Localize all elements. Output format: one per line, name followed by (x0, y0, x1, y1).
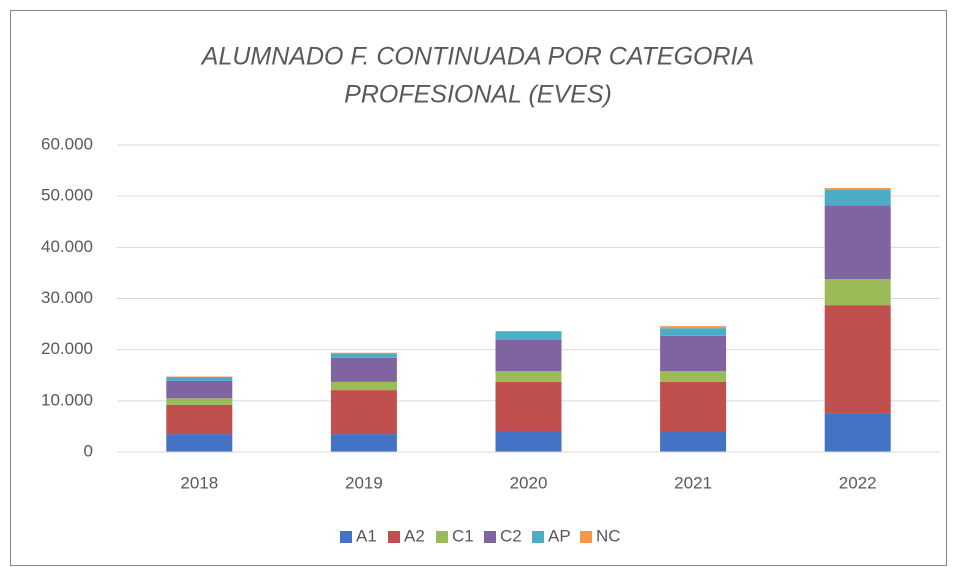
y-tick-label: 10.000 (41, 390, 93, 409)
bar-segment (495, 371, 562, 382)
legend-label: NC (596, 526, 621, 545)
bar-segment (330, 381, 397, 391)
y-tick-label: 40.000 (41, 237, 93, 256)
bar-segment (166, 434, 233, 452)
bar-segment (824, 187, 891, 191)
x-tick-label: 2022 (839, 473, 877, 492)
y-tick-label: 50.000 (41, 186, 93, 205)
legend-label: A2 (404, 526, 425, 545)
legend-label: C2 (500, 526, 522, 545)
y-tick-label: 20.000 (41, 339, 93, 358)
x-tick-label: 2020 (510, 473, 548, 492)
y-tick-label: 30.000 (41, 288, 93, 307)
bar-segment (824, 205, 891, 280)
legend-label: AP (548, 526, 571, 545)
bar-segment (660, 432, 727, 452)
x-tick-label: 2019 (345, 473, 383, 492)
bar-segment (660, 328, 727, 336)
bar-segment (330, 390, 397, 435)
bar-segment (330, 353, 397, 358)
bar-segment (495, 381, 562, 432)
bar-segment (330, 357, 397, 382)
bar-segment (660, 335, 727, 372)
bar-segment (166, 380, 233, 399)
bar-segment (166, 376, 233, 378)
legend-swatch (532, 531, 544, 543)
bar-segment (495, 431, 562, 452)
bar-segment (495, 339, 562, 372)
x-tick-label: 2018 (180, 473, 218, 492)
legend-swatch (436, 531, 448, 543)
bar-segment (330, 352, 397, 354)
bar-segment (660, 326, 727, 329)
bar-segment (824, 190, 891, 206)
x-tick-label: 2021 (674, 473, 712, 492)
y-tick-label: 0 (84, 441, 93, 460)
legend-swatch (484, 531, 496, 543)
bar-segment (166, 398, 233, 405)
bar-segment (824, 279, 891, 306)
legend-swatch (340, 531, 352, 543)
bar-segment (824, 305, 891, 414)
bar-segment (495, 331, 562, 340)
chart-title: ALUMNADO F. CONTINUADA POR CATEGORIA (200, 43, 754, 71)
bar-segment (166, 377, 233, 381)
legend-label: A1 (356, 526, 377, 545)
bar-segment (660, 381, 727, 433)
legend-swatch (388, 531, 400, 543)
y-tick-label: 60.000 (41, 134, 93, 153)
bar-segment (166, 404, 233, 435)
legend-label: C1 (452, 526, 474, 545)
legend-swatch (580, 531, 592, 543)
bar-segment (660, 371, 727, 382)
chart-frame (10, 10, 947, 566)
chart-title: PROFESIONAL (EVES) (344, 81, 612, 109)
bar-segment (330, 434, 397, 452)
bar-segment (824, 413, 891, 452)
